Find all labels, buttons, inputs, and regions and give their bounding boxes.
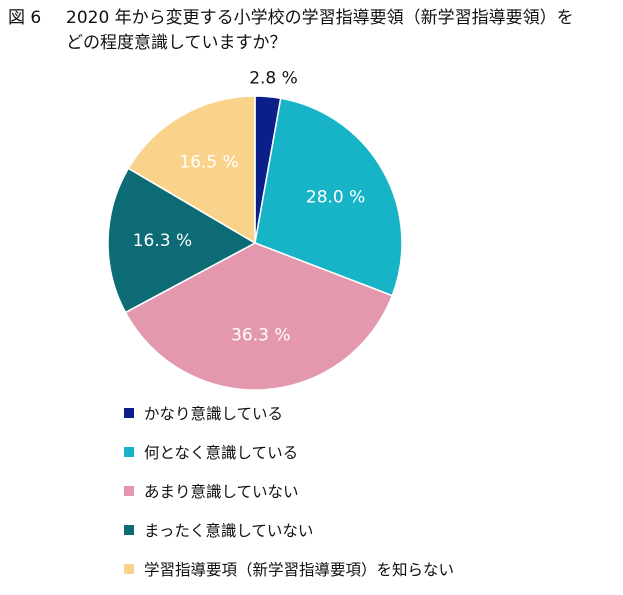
legend-label-1: かなり意識している — [144, 405, 284, 423]
pie-slice-4 — [107, 167, 257, 314]
legend-swatch-3 — [124, 486, 134, 496]
pie-slice-label-2: 28.0 % — [306, 188, 365, 208]
title-line-1: 2020 年から変更する小学校の学習指導要領（新学習指導要領）を — [66, 8, 574, 28]
legend-item-3: あまり意識していない — [124, 478, 604, 504]
pie-slice-2 — [254, 97, 403, 297]
pie-slice-label-3: 36.3 % — [231, 325, 290, 345]
chart-title: 図 6 2020 年から変更する小学校の学習指導要領（新学習指導要領）を どの程… — [8, 6, 618, 56]
legend: かなり意識している 何となく意識している あまり意識していない まったく意識していない… — [124, 400, 604, 595]
pie-chart: 2.8 % 28.0 % 36.3 % 16.3 % 16.5 % — [107, 69, 403, 391]
title-line-2: どの程度意識していますか？ — [66, 33, 287, 53]
legend-label-4: まったく意識していない — [144, 522, 314, 540]
legend-label-3: あまり意識していない — [144, 483, 299, 501]
legend-item-5: 学習指導要項（新学習指導要項）を知らない — [124, 556, 604, 582]
pie-slice-5 — [127, 95, 256, 245]
pie-slice-3 — [124, 242, 394, 391]
figure-number: 図 6 — [8, 8, 42, 28]
legend-label-2: 何となく意識している — [144, 444, 299, 462]
pie-slice-label-1: 2.8 % — [249, 69, 298, 89]
legend-swatch-2 — [124, 447, 134, 457]
legend-item-1: かなり意識している — [124, 400, 604, 426]
legend-swatch-1 — [124, 408, 134, 418]
pie-slice-label-5: 16.5 % — [179, 153, 238, 173]
legend-swatch-5 — [124, 564, 134, 574]
legend-item-2: 何となく意識している — [124, 439, 604, 465]
pie-slice-label-4: 16.3 % — [133, 231, 192, 251]
legend-label-5: 学習指導要項（新学習指導要項）を知らない — [144, 561, 455, 579]
legend-swatch-4 — [124, 525, 134, 535]
legend-item-4: まったく意識していない — [124, 517, 604, 543]
